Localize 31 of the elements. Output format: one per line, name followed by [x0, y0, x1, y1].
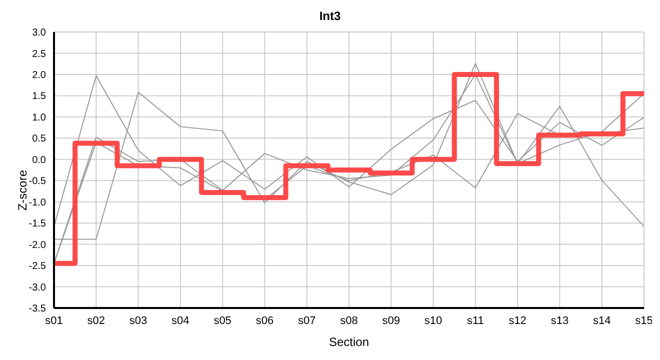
x-tick-label: s12 — [508, 314, 526, 327]
x-tick-label: s13 — [550, 314, 569, 327]
x-tick-label: s09 — [382, 314, 400, 327]
y-tick-label: 1.0 — [32, 112, 46, 124]
y-tick-label: 0.5 — [32, 134, 46, 145]
y-tick-label: 3.0 — [32, 28, 46, 39]
y-tick-label: 2.0 — [32, 70, 46, 82]
y-tick-label: 2.5 — [32, 48, 46, 60]
y-tick-label: -0.5 — [28, 176, 46, 188]
y-tick-label: -2.0 — [28, 240, 46, 251]
x-tick-label: s01 — [45, 314, 63, 327]
x-tick-label: s06 — [256, 314, 274, 327]
x-axis-title: Section — [328, 335, 370, 349]
y-tick-label: -3.5 — [28, 304, 46, 315]
x-tick-label: s04 — [172, 314, 190, 327]
chart-title: Int3 — [318, 8, 342, 25]
y-tick-label: -2.5 — [28, 261, 46, 272]
x-tick-label: s07 — [298, 314, 316, 327]
y-tick-label: 0.0 — [32, 154, 46, 166]
y-tick-label: -1.0 — [28, 197, 46, 208]
x-tick-label: s14 — [592, 314, 611, 327]
y-tick-label: -1.5 — [28, 218, 46, 230]
x-tick-label: s05 — [214, 314, 232, 327]
y-tick-label: 1.5 — [32, 91, 46, 102]
x-tick-label: s10 — [424, 314, 442, 327]
y-tick-label: -3.0 — [28, 282, 46, 294]
y-axis-title: Z-score — [15, 170, 30, 211]
x-tick-label: s11 — [466, 314, 484, 327]
x-tick-label: s03 — [129, 314, 148, 327]
x-tick-label: s08 — [340, 314, 358, 327]
x-tick-label: s02 — [87, 314, 106, 327]
